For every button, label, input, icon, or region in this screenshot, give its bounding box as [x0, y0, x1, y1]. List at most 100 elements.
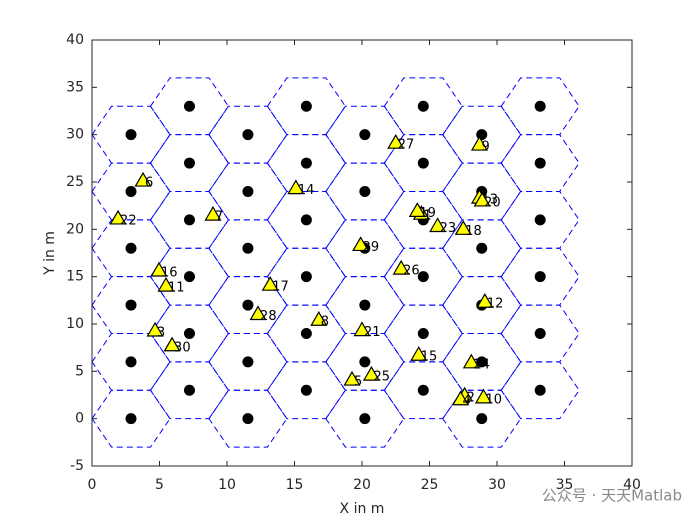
- x-tick-label: 35: [556, 477, 574, 493]
- cell-boundary: [266, 77, 346, 136]
- base-station: [242, 185, 254, 197]
- user-label: 18: [465, 224, 482, 239]
- base-station: [359, 129, 371, 141]
- x-tick-label: 25: [421, 477, 439, 493]
- y-tick-label: 35: [66, 79, 84, 95]
- user-label: 6: [145, 176, 153, 191]
- user: [410, 346, 428, 361]
- user: [146, 321, 164, 337]
- user: [353, 321, 371, 337]
- user-label: 12: [487, 297, 504, 312]
- x-tick-label: 0: [88, 477, 97, 493]
- base-station: [476, 356, 488, 368]
- user: [343, 370, 361, 386]
- x-tick-label: 15: [286, 477, 304, 493]
- user-label: 7: [215, 210, 223, 225]
- base-station: [300, 214, 312, 226]
- base-station: [534, 327, 546, 339]
- x-tick-label: 40: [623, 477, 641, 493]
- user: [462, 353, 480, 369]
- base-station: [242, 129, 254, 141]
- user-label: 19: [419, 206, 436, 221]
- base-station: [125, 299, 137, 311]
- base-station: [417, 271, 429, 283]
- user-label: 3: [157, 326, 165, 341]
- user-label: 11: [168, 281, 185, 296]
- x-tick-label: 5: [155, 477, 164, 493]
- base-station: [476, 413, 488, 425]
- base-station: [476, 242, 488, 254]
- user-label: 15: [421, 350, 438, 365]
- base-station: [183, 384, 195, 396]
- cell-boundary: [442, 105, 522, 164]
- base-station: [300, 100, 312, 112]
- base-station: [417, 100, 429, 112]
- user-label: 30: [174, 340, 191, 355]
- base-station: [534, 271, 546, 283]
- user-label: 4: [463, 394, 471, 409]
- user: [249, 305, 267, 321]
- y-axis-label: Y in m: [42, 231, 58, 276]
- base-station: [359, 299, 371, 311]
- base-station: [125, 129, 137, 141]
- base-station: [242, 356, 254, 368]
- base-station: [359, 185, 371, 197]
- user: [287, 179, 305, 195]
- user-label: 28: [260, 309, 277, 324]
- base-station: [300, 157, 312, 169]
- base-station: [300, 271, 312, 283]
- y-tick-label: 5: [75, 363, 84, 379]
- user-label: 29: [363, 240, 380, 255]
- base-station: [183, 100, 195, 112]
- user-label: 26: [403, 264, 420, 279]
- base-station: [359, 413, 371, 425]
- base-station: [183, 271, 195, 283]
- user-label: 5: [354, 375, 362, 390]
- user-label: 17: [272, 280, 289, 295]
- user: [408, 202, 426, 217]
- user: [109, 209, 127, 225]
- user: [157, 276, 175, 292]
- user: [473, 191, 491, 207]
- user: [352, 236, 370, 252]
- base-station: [534, 214, 546, 226]
- base-station: [183, 214, 195, 226]
- x-tick-label: 20: [353, 477, 371, 493]
- cell-boundary: [91, 105, 171, 164]
- cell-boundary: [149, 77, 230, 136]
- base-station: [534, 384, 546, 396]
- y-tick-label: 0: [75, 411, 84, 427]
- user-label: 8: [321, 315, 329, 330]
- cell-boundary: [383, 77, 463, 136]
- user-label: 20: [484, 195, 501, 210]
- user-label: 10: [486, 392, 503, 407]
- watermark: 公众号 · 天天Matlab: [542, 487, 682, 505]
- base-station: [300, 384, 312, 396]
- user-label: 22: [120, 213, 137, 228]
- plot-frame: [91, 39, 633, 467]
- user: [150, 261, 168, 277]
- user-label: 24: [473, 357, 490, 372]
- cell-boundary: [325, 105, 405, 164]
- cell-boundary: [500, 77, 580, 136]
- y-tick-label: 40: [66, 32, 84, 48]
- base-station: [476, 129, 488, 141]
- y-tick-label: 10: [66, 316, 84, 332]
- user: [470, 135, 488, 151]
- user-label: 25: [373, 370, 390, 385]
- base-station: [125, 242, 137, 254]
- user: [134, 171, 152, 187]
- y-tick-label: 30: [66, 127, 84, 143]
- x-tick-label: 10: [218, 477, 236, 493]
- base-station: [534, 157, 546, 169]
- base-station: [359, 356, 371, 368]
- y-tick-label: 20: [66, 221, 84, 237]
- user: [310, 311, 328, 326]
- user: [362, 365, 380, 381]
- user: [387, 133, 405, 149]
- x-tick-label: 30: [488, 477, 506, 493]
- base-station: [125, 185, 137, 197]
- user: [392, 259, 410, 275]
- cell-boundary: [208, 105, 288, 164]
